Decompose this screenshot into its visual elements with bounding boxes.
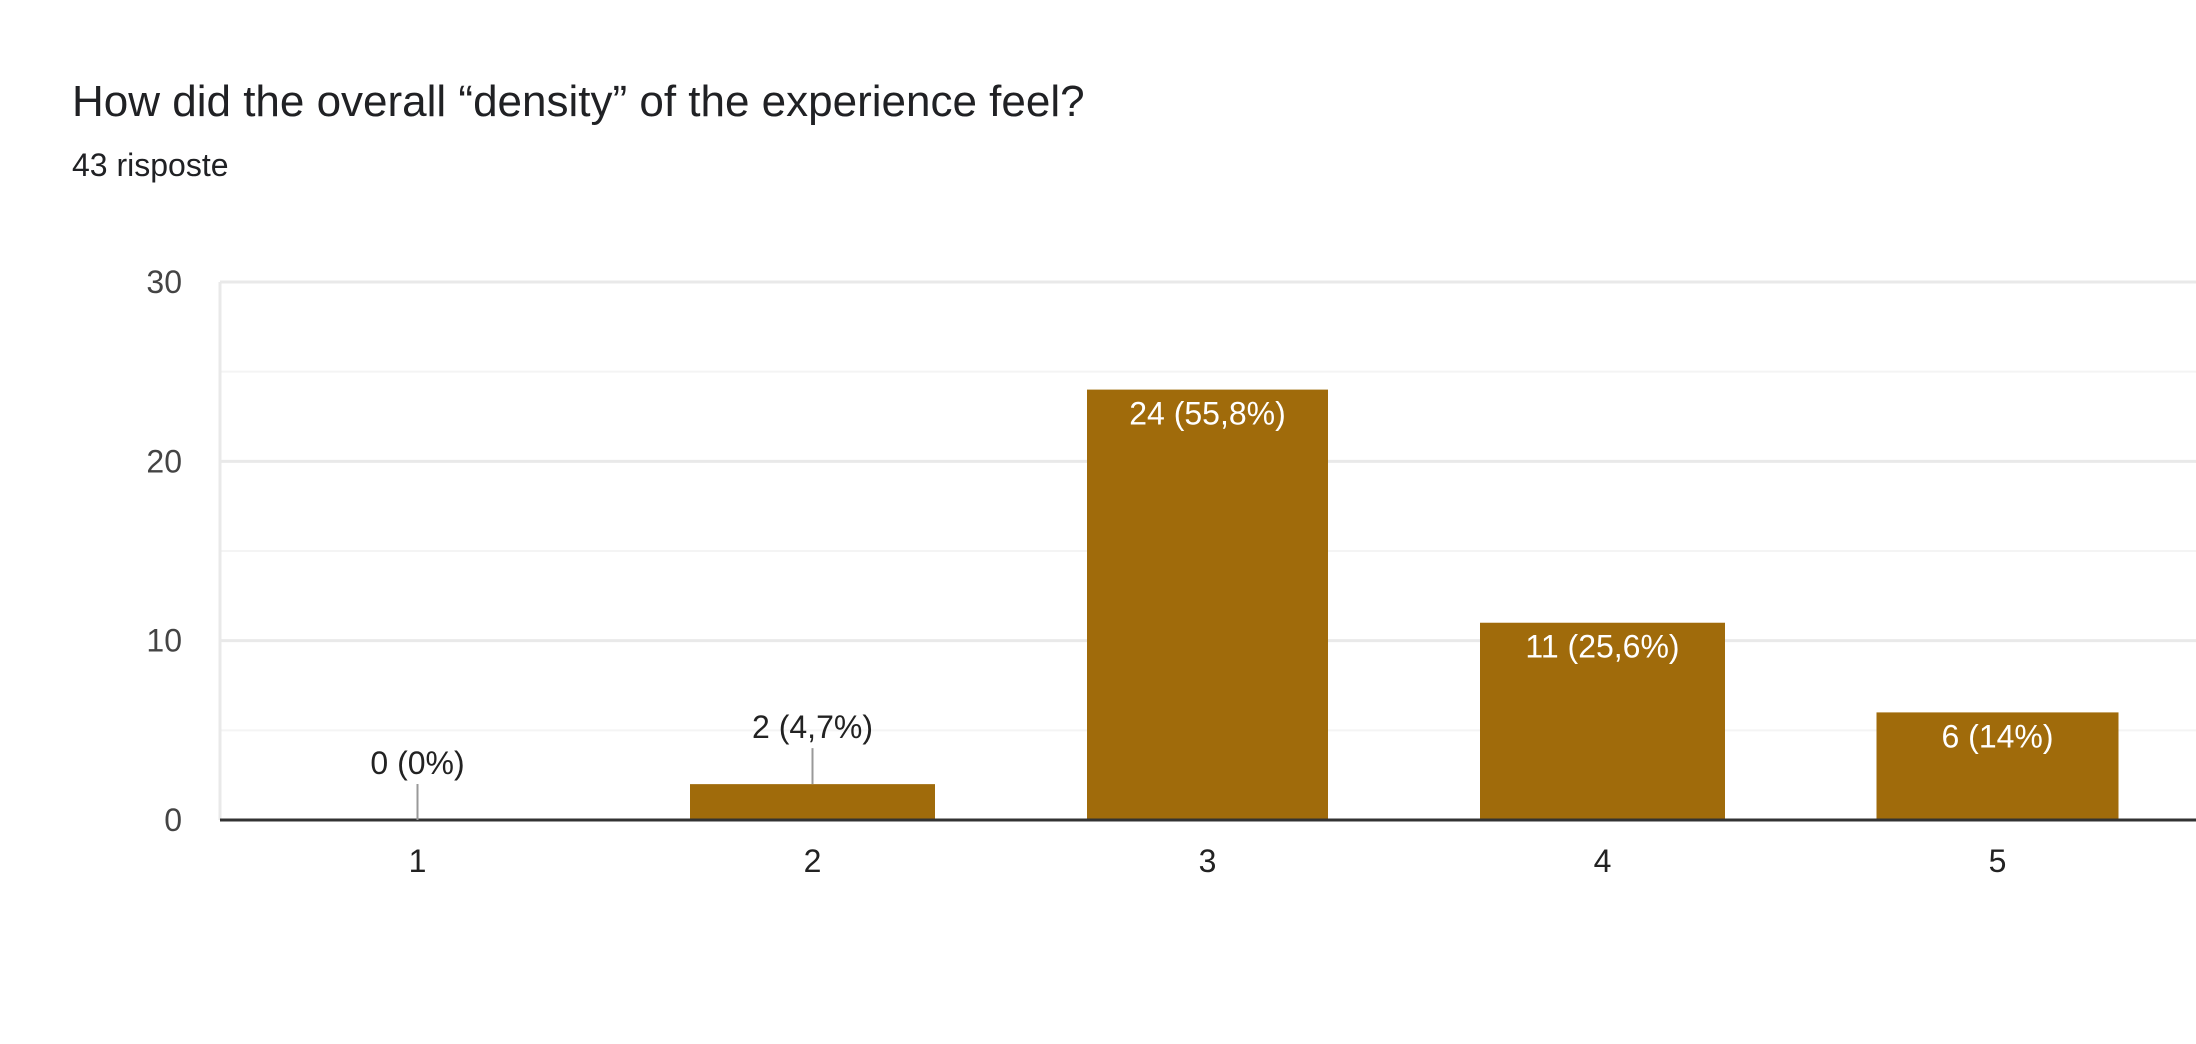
data-label: 2 (4,7%) (752, 709, 873, 745)
x-axis-ticks: 1 2 3 4 5 (409, 843, 2007, 879)
bars (690, 389, 2119, 820)
bar-3[interactable] (1087, 389, 1328, 820)
y-tick-label: 10 (146, 623, 182, 659)
x-tick-label: 4 (1594, 843, 1612, 879)
y-axis-ticks: 0 10 20 30 (146, 264, 182, 838)
response-count: 43 risposte (72, 147, 229, 183)
bar-4[interactable] (1480, 622, 1725, 820)
data-labels: 0 (0%) 2 (4,7%) 24 (55,8%) 11 (25,6%) 6 (14%… (370, 396, 2054, 820)
chart-title: How did the overall “density” of the exp… (72, 77, 1085, 126)
grid-lines (218, 280, 2196, 820)
x-tick-label: 2 (804, 843, 822, 879)
x-tick-label: 5 (1989, 843, 2007, 879)
data-label: 24 (55,8%) (1129, 396, 1286, 432)
y-tick-label: 20 (146, 443, 182, 479)
data-label: 6 (14%) (1941, 718, 2053, 754)
x-tick-label: 1 (409, 843, 427, 879)
y-tick-label: 30 (146, 264, 182, 300)
bar-2[interactable] (690, 784, 935, 820)
data-label: 0 (0%) (370, 745, 464, 781)
bar-5[interactable] (1876, 712, 2119, 820)
x-tick-label: 3 (1199, 843, 1217, 879)
y-tick-label: 0 (164, 802, 182, 838)
data-label: 11 (25,6%) (1525, 629, 1679, 665)
